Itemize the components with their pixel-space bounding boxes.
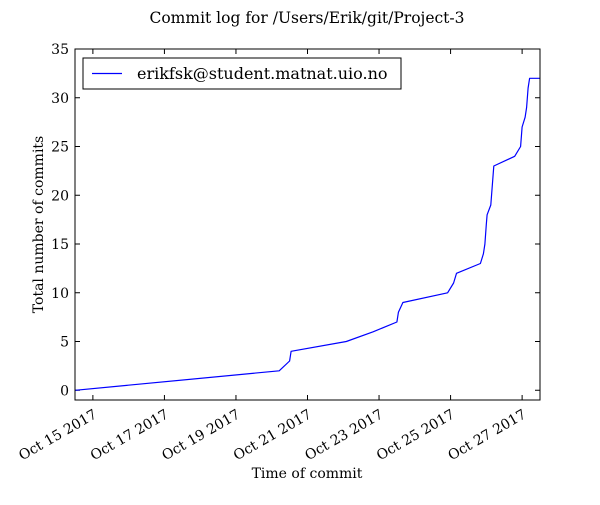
x-tick-label: Oct 19 2017	[159, 407, 243, 465]
y-tick-label: 15	[51, 237, 69, 253]
x-tick-label: Oct 27 2017	[446, 407, 530, 465]
y-tick-label: 5	[60, 335, 69, 351]
y-axis-ticks: 0 5 10 15 20 25 30 35	[51, 42, 540, 399]
legend-box	[82, 57, 402, 90]
y-tick-label: 0	[60, 383, 69, 399]
x-tick-label: Oct 21 2017	[231, 407, 315, 465]
y-tick-label: 30	[51, 91, 69, 107]
legend: erikfsk@student.matnat.uio.no	[82, 57, 402, 90]
y-tick-label: 25	[51, 140, 69, 156]
series-line	[74, 77, 540, 391]
x-axis-label: Time of commit	[252, 466, 363, 482]
x-tick-label: Oct 23 2017	[302, 407, 386, 465]
x-tick-label: Oct 15 2017	[16, 407, 100, 465]
chart-title: Commit log for /Users/Erik/git/Project-3	[149, 9, 464, 27]
y-tick-label: 35	[51, 42, 69, 58]
y-tick-label: 20	[51, 188, 69, 204]
y-axis-label: Total number of commits	[31, 136, 47, 313]
x-tick-label: Oct 25 2017	[374, 407, 458, 465]
legend-entry-label: erikfsk@student.matnat.uio.no	[137, 64, 388, 83]
y-tick-label: 10	[51, 286, 69, 302]
axes-frame	[74, 48, 541, 401]
plot-area	[74, 77, 540, 391]
x-tick-label: Oct 17 2017	[88, 407, 172, 465]
